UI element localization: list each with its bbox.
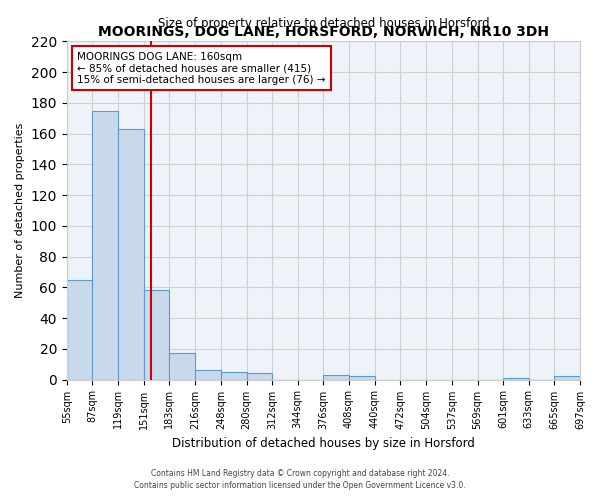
Title: MOORINGS, DOG LANE, HORSFORD, NORWICH, NR10 3DH: MOORINGS, DOG LANE, HORSFORD, NORWICH, N… — [98, 25, 549, 39]
Bar — [554, 376, 580, 380]
Bar — [196, 370, 221, 380]
Bar — [503, 378, 529, 380]
Bar — [247, 374, 272, 380]
Bar — [143, 290, 169, 380]
Bar — [221, 372, 247, 380]
Bar — [323, 375, 349, 380]
Text: Contains HM Land Registry data © Crown copyright and database right 2024.
Contai: Contains HM Land Registry data © Crown c… — [134, 468, 466, 490]
Bar — [349, 376, 374, 380]
Bar — [67, 280, 92, 380]
Text: Size of property relative to detached houses in Horsford: Size of property relative to detached ho… — [158, 16, 489, 30]
Y-axis label: Number of detached properties: Number of detached properties — [15, 123, 25, 298]
Bar — [92, 110, 118, 380]
Bar — [118, 129, 143, 380]
Bar — [169, 354, 196, 380]
Text: MOORINGS DOG LANE: 160sqm
← 85% of detached houses are smaller (415)
15% of semi: MOORINGS DOG LANE: 160sqm ← 85% of detac… — [77, 52, 326, 85]
X-axis label: Distribution of detached houses by size in Horsford: Distribution of detached houses by size … — [172, 437, 475, 450]
